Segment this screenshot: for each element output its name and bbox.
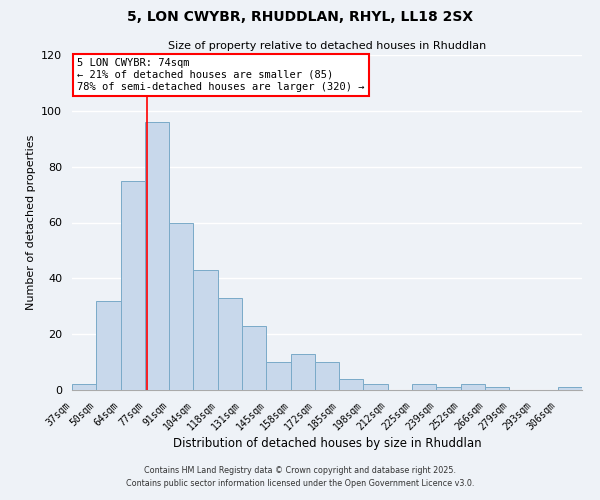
Bar bbox=[485, 387, 509, 390]
Bar bbox=[96, 300, 121, 390]
Bar bbox=[364, 384, 388, 390]
Text: 5 LON CWYBR: 74sqm
← 21% of detached houses are smaller (85)
78% of semi-detache: 5 LON CWYBR: 74sqm ← 21% of detached hou… bbox=[77, 58, 365, 92]
Bar bbox=[412, 384, 436, 390]
Text: 5, LON CWYBR, RHUDDLAN, RHYL, LL18 2SX: 5, LON CWYBR, RHUDDLAN, RHYL, LL18 2SX bbox=[127, 10, 473, 24]
Y-axis label: Number of detached properties: Number of detached properties bbox=[26, 135, 35, 310]
Bar bbox=[121, 180, 145, 390]
Bar bbox=[558, 387, 582, 390]
Title: Size of property relative to detached houses in Rhuddlan: Size of property relative to detached ho… bbox=[168, 42, 486, 51]
Bar bbox=[290, 354, 315, 390]
Bar bbox=[193, 270, 218, 390]
Bar bbox=[169, 222, 193, 390]
Bar bbox=[72, 384, 96, 390]
Bar bbox=[339, 379, 364, 390]
Bar bbox=[436, 387, 461, 390]
Bar bbox=[145, 122, 169, 390]
Bar bbox=[242, 326, 266, 390]
Bar bbox=[218, 298, 242, 390]
Bar bbox=[461, 384, 485, 390]
Bar bbox=[266, 362, 290, 390]
Bar bbox=[315, 362, 339, 390]
X-axis label: Distribution of detached houses by size in Rhuddlan: Distribution of detached houses by size … bbox=[173, 438, 481, 450]
Text: Contains HM Land Registry data © Crown copyright and database right 2025.
Contai: Contains HM Land Registry data © Crown c… bbox=[126, 466, 474, 487]
